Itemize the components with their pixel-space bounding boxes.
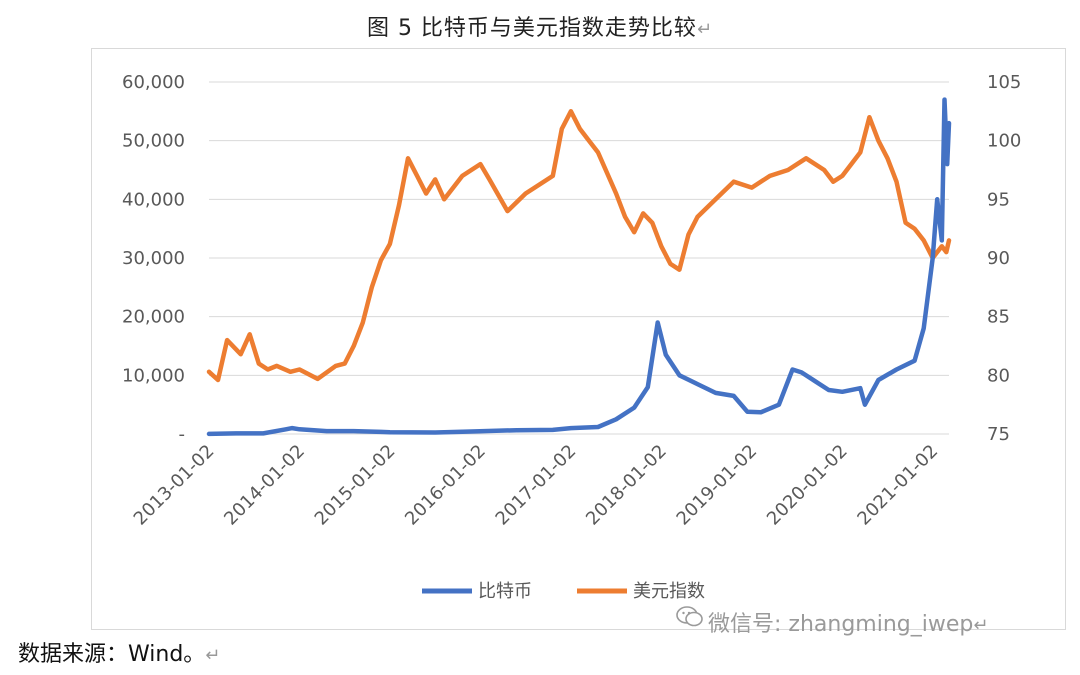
left-tick-label: 50,000	[122, 131, 185, 152]
dxy-series-line	[206, 109, 952, 383]
return-mark-icon: ↵	[696, 19, 714, 40]
legend: 比特币 美元指数	[422, 581, 705, 602]
x-tick-label: 2019-01-02	[673, 441, 762, 530]
x-tick-label: 2017-01-02	[492, 441, 581, 530]
x-tick-label: 2020-01-02	[763, 441, 852, 530]
legend-item-btc-label: 比特币	[478, 581, 532, 602]
return-mark-icon: ↵	[973, 615, 989, 636]
grid-lines	[209, 81, 949, 435]
right-tick-label: 100	[987, 131, 1021, 152]
legend-item-dxy-label: 美元指数	[633, 581, 705, 602]
wechat-icon	[676, 606, 704, 634]
x-tick-label: 2018-01-02	[582, 441, 671, 530]
x-tick-label: 2016-01-02	[401, 441, 490, 530]
x-axis-ticks: 2013-01-02 2014-01-02 2015-01-02 2016-01-02…	[130, 441, 943, 530]
title-text: 图 5 比特币与美元指数走势比较	[366, 16, 697, 41]
x-tick-label: 2013-01-02	[130, 441, 219, 530]
chart-area: - 10,000 20,000 30,000 40,000 50,000 60,000 75…	[91, 48, 1066, 630]
line-chart: - 10,000 20,000 30,000 40,000 50,000 60,000 75…	[122, 72, 1021, 602]
left-tick-label: 60,000	[122, 72, 185, 93]
left-axis-ticks: - 10,000 20,000 30,000 40,000 50,000 60,000	[122, 72, 185, 445]
right-tick-label: 95	[987, 189, 1010, 210]
watermark: 微信号: zhangming_iwep↵	[676, 606, 988, 638]
x-tick-label: 2021-01-02	[853, 441, 942, 530]
left-tick-label: -	[179, 424, 186, 445]
right-tick-label: 80	[987, 365, 1010, 386]
right-tick-label: 105	[987, 72, 1021, 93]
right-tick-label: 90	[987, 248, 1010, 269]
left-tick-label: 40,000	[122, 189, 185, 210]
data-source-note: 数据来源：Wind。↵	[18, 636, 220, 668]
x-tick-label: 2015-01-02	[311, 441, 400, 530]
series-lines	[206, 97, 952, 437]
return-mark-icon: ↵	[205, 645, 221, 666]
x-tick-label: 2014-01-02	[220, 441, 309, 530]
page-title: 图 5 比特币与美元指数走势比较↵	[0, 10, 1080, 42]
left-tick-label: 30,000	[122, 248, 185, 269]
left-tick-label: 10,000	[122, 365, 185, 386]
right-axis-ticks: 75 80 85 90 95 100 105	[987, 72, 1021, 445]
watermark-text: 微信号: zhangming_iwep	[708, 612, 974, 637]
right-tick-label: 75	[987, 424, 1010, 445]
left-tick-label: 20,000	[122, 307, 185, 328]
right-tick-label: 85	[987, 307, 1010, 328]
btc-series-line	[206, 97, 952, 437]
source-text: 数据来源：Wind。	[18, 642, 206, 667]
